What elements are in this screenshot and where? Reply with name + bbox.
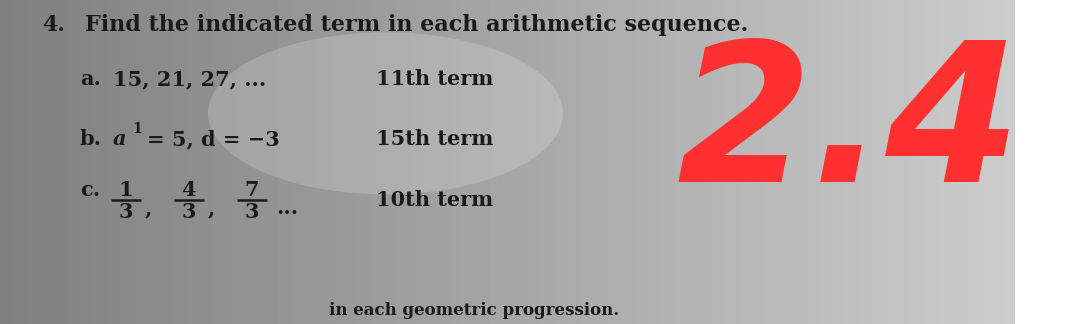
Text: in each geometric progression.: in each geometric progression. (328, 302, 619, 319)
Text: a: a (112, 129, 126, 149)
Text: 3: 3 (119, 202, 133, 222)
Text: = 5, d = −3: = 5, d = −3 (148, 129, 280, 149)
Text: 11th term: 11th term (376, 69, 494, 89)
Text: 4: 4 (181, 180, 197, 200)
Text: a.: a. (80, 69, 100, 89)
Text: c.: c. (80, 180, 100, 200)
Text: 4.: 4. (42, 14, 65, 36)
Text: ,: , (145, 198, 152, 218)
Text: ...: ... (276, 198, 298, 218)
Text: 7: 7 (244, 180, 259, 200)
Text: 15, 21, 27, ...: 15, 21, 27, ... (112, 69, 266, 89)
Text: Find the indicated term in each arithmetic sequence.: Find the indicated term in each arithmet… (84, 14, 747, 36)
Text: ,: , (207, 198, 215, 218)
Text: 1: 1 (119, 180, 133, 200)
Text: 10th term: 10th term (376, 190, 492, 210)
Text: 3: 3 (181, 202, 197, 222)
Text: 1: 1 (133, 122, 143, 136)
Text: 3: 3 (244, 202, 259, 222)
Text: 15th term: 15th term (376, 129, 494, 149)
Text: 2.4: 2.4 (676, 34, 1021, 222)
Ellipse shape (208, 32, 563, 194)
Text: b.: b. (80, 129, 102, 149)
